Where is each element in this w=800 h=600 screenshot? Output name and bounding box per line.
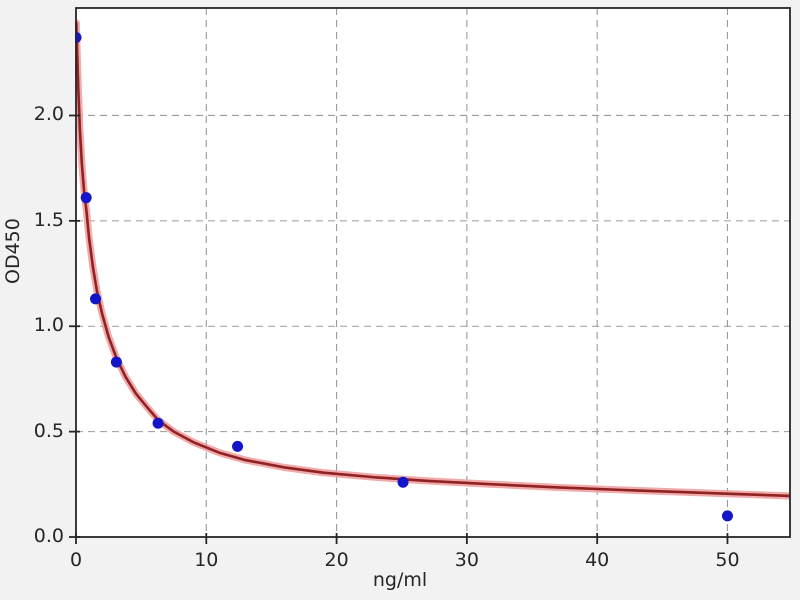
data-point	[110, 356, 122, 368]
y-axis-tick-label: 2.0	[33, 103, 64, 126]
x-axis-tick-label: 50	[715, 549, 740, 571]
data-point	[152, 417, 164, 429]
x-axis-tick-label: 10	[194, 549, 219, 571]
y-axis-tick-label: 0.0	[33, 525, 64, 547]
x-axis-tick-label: 0	[69, 549, 83, 571]
plot-border	[75, 7, 791, 538]
data-point	[397, 476, 409, 488]
plot-frame	[75, 7, 791, 538]
data-point	[90, 293, 102, 305]
fit-curve	[75, 21, 790, 498]
plot-background	[76, 8, 790, 537]
data-point	[232, 440, 244, 452]
x-axis-title: ng/ml	[372, 569, 428, 591]
x-axis-tick-label: 40	[585, 549, 610, 571]
y-axis-title: OD450	[2, 217, 24, 284]
data-point	[721, 510, 733, 522]
axis-ticks	[69, 114, 729, 544]
y-axis-tick-label: 1.5	[33, 208, 64, 231]
x-axis-tick-label: 20	[324, 549, 349, 571]
data-layer	[75, 19, 790, 522]
x-axis-tick-label: 30	[454, 549, 479, 571]
data-point	[80, 192, 92, 204]
y-axis-tick-label: 1.0	[33, 314, 64, 337]
y-axis-tick-label: 0.5	[33, 419, 64, 442]
